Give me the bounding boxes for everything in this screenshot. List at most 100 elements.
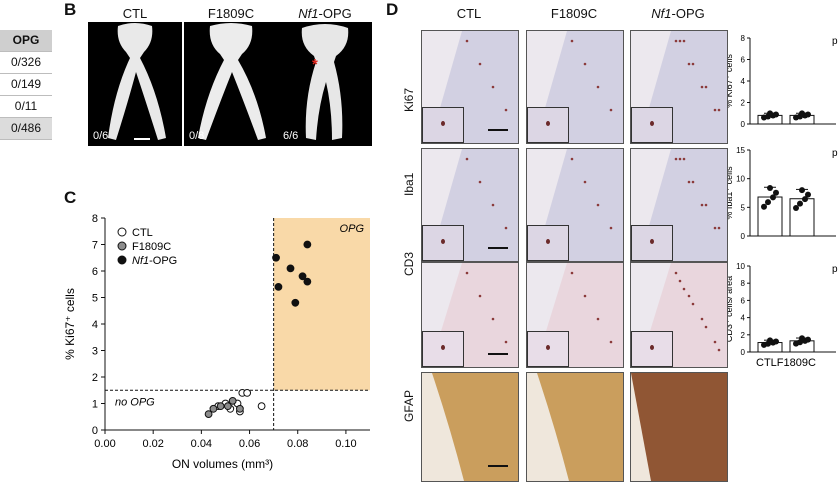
magnified-inset (422, 225, 464, 261)
magnified-inset (422, 107, 464, 143)
stained-cell (491, 85, 495, 89)
legend-marker (117, 227, 127, 237)
stained-cell (491, 317, 495, 321)
y-tick-label: 2 (92, 372, 98, 384)
y-tick-label: 6 (741, 296, 746, 305)
scatter-point (243, 389, 252, 397)
panel-b-col-title: F1809C (207, 6, 255, 21)
stained-cell (650, 121, 654, 126)
corner-text: p (832, 36, 838, 47)
panel-d-col-title: Nf1-OPG (651, 6, 705, 21)
data-point (770, 194, 776, 201)
tissue-shape (537, 373, 623, 481)
stained-cell (583, 294, 587, 298)
micrograph-cd3 (421, 262, 519, 368)
stained-cell (704, 203, 708, 207)
data-point (793, 205, 799, 212)
stained-cell (682, 39, 686, 43)
scatter-point (216, 402, 225, 411)
stained-cell (583, 180, 587, 184)
y-tick-label: 0 (92, 425, 98, 437)
data-point (802, 196, 808, 203)
stained-cell (570, 157, 574, 161)
y-tick-label: 6 (741, 56, 746, 65)
tissue-shape (631, 373, 727, 481)
y-tick-label: 8 (741, 34, 746, 43)
y-tick-label: 4 (741, 314, 746, 323)
y-tick-label: 6 (92, 266, 98, 278)
panel-b-label: B (64, 0, 77, 19)
scale-bar (488, 129, 508, 131)
scatter-point (257, 402, 266, 411)
legend-marker (117, 255, 127, 265)
scatter-point (298, 272, 307, 281)
stained-cell (687, 294, 691, 298)
stained-cell (687, 180, 691, 184)
scatter-point (272, 253, 280, 262)
stained-cell (609, 340, 613, 344)
tissue-drawing (631, 373, 727, 481)
scatter-point (303, 240, 312, 249)
scale-bar (488, 247, 508, 249)
y-tick-label: 8 (741, 279, 746, 288)
stained-cell (596, 317, 600, 321)
stained-cell (465, 157, 469, 161)
optic-nerve-photo-ctl: 0/6 (88, 22, 182, 146)
panel-d-col-title: CTL (456, 6, 482, 21)
micrograph-ki67 (526, 30, 624, 144)
y-tick-label: 0 (741, 120, 746, 129)
scale-bar (488, 353, 508, 355)
stained-cell (650, 345, 654, 350)
stained-cell (674, 271, 678, 275)
micrograph-ki67 (421, 30, 519, 144)
legend-label: Nf1-OPG (132, 255, 177, 267)
y-tick-label: 5 (741, 203, 746, 212)
micrograph-iba1 (630, 148, 728, 262)
row-label-cd3: CD3 (402, 251, 416, 276)
y-tick-label: 2 (741, 331, 746, 340)
region-label-opg: OPG (340, 223, 365, 235)
stained-cell (570, 39, 574, 43)
opg-region (273, 218, 370, 391)
stained-cell (609, 226, 613, 230)
tissue-drawing (537, 373, 623, 481)
magnified-inset (631, 225, 673, 261)
scatter-point (209, 404, 218, 413)
stained-cell (583, 62, 587, 66)
stained-cell (678, 39, 682, 43)
x-axis-category-labels: CTLF1809C (756, 357, 816, 369)
ratio-count: 0/8 (189, 130, 205, 142)
stained-cell (678, 279, 682, 283)
stained-cell (570, 271, 574, 275)
stained-cell (546, 239, 550, 244)
panel-b-col-title: CTL (122, 6, 148, 21)
y-tick-label: 3 (92, 346, 98, 358)
stained-cell (717, 108, 721, 112)
data-point (761, 203, 767, 210)
stained-cell (596, 85, 600, 89)
scatter-point (236, 404, 244, 413)
data-point (765, 199, 771, 206)
magnified-inset (527, 331, 569, 367)
stained-cell (674, 39, 678, 43)
scatter-point (223, 402, 232, 411)
asterisk-marker: * (312, 56, 318, 73)
stained-cell (700, 85, 704, 89)
magnified-inset (527, 107, 569, 143)
micrograph-gfap (421, 372, 519, 482)
data-point (799, 187, 805, 194)
row-label-iba1: Iba1 (402, 172, 416, 196)
stained-cell (609, 108, 613, 112)
stained-cell (713, 226, 717, 230)
x-tick-label: 0.08 (287, 438, 308, 450)
micrograph-gfap (630, 372, 728, 482)
y-tick-label: 0 (741, 348, 746, 357)
data-point (773, 111, 779, 118)
y-tick-label: 8 (92, 213, 98, 225)
y-tick-label: 15 (736, 146, 745, 155)
y-axis-label: % Ki67⁺ cells (63, 288, 77, 360)
stained-cell (713, 108, 717, 112)
stained-cell (546, 345, 550, 350)
y-tick-label: 10 (736, 175, 745, 184)
x-tick-label: 0.06 (239, 438, 260, 450)
